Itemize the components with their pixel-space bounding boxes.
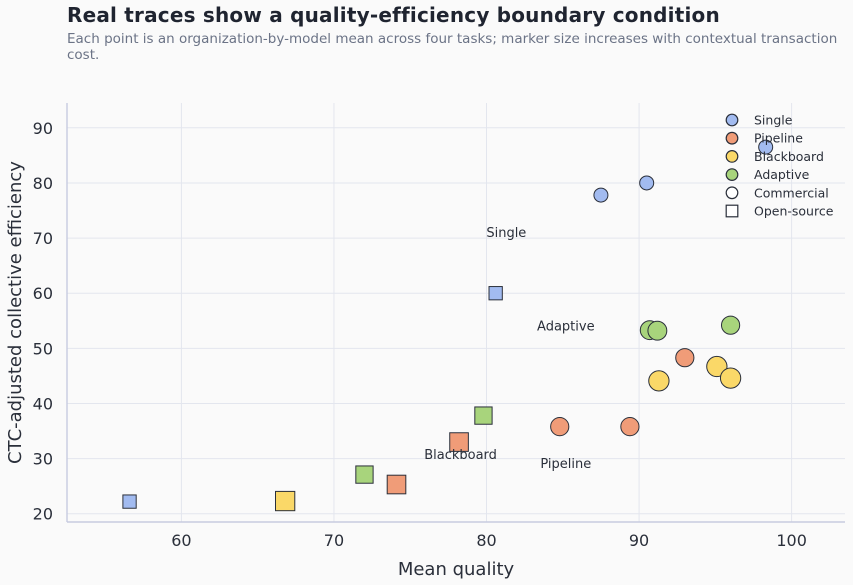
data-point-pipeline <box>550 417 570 437</box>
legend-label: Adaptive <box>754 167 810 182</box>
data-point-single <box>639 175 655 191</box>
y-tick-label: 60 <box>33 284 53 303</box>
data-point-adaptive <box>474 406 493 425</box>
x-tick-label: 90 <box>629 531 649 550</box>
annotation-label: Blackboard <box>424 448 497 463</box>
legend-marker <box>725 149 739 163</box>
legend-marker <box>725 168 739 182</box>
chart-subtitle: Each point is an organization-by-model m… <box>67 31 838 63</box>
y-tick-label: 50 <box>33 339 53 358</box>
x-tick-label: 80 <box>476 531 496 550</box>
legend-label: Pipeline <box>754 131 803 146</box>
data-point-adaptive <box>355 465 374 484</box>
data-point-adaptive <box>720 315 741 335</box>
data-point-pipeline <box>449 432 469 452</box>
annotation-label: Pipeline <box>540 457 591 472</box>
y-tick-label: 20 <box>33 505 53 524</box>
legend-marker <box>725 204 739 218</box>
legend-marker <box>725 113 739 127</box>
data-point-adaptive <box>647 320 668 341</box>
data-points <box>122 139 774 512</box>
x-axis-label: Mean quality <box>398 559 515 580</box>
data-point-single <box>488 286 503 301</box>
data-point-pipeline <box>675 348 695 368</box>
chart-title: Real traces show a quality-efficiency bo… <box>67 3 720 27</box>
legend: Single Pipeline Blackboard Adaptive Commerci… <box>725 113 834 219</box>
data-point-single <box>122 494 137 509</box>
y-tick-label: 80 <box>33 174 53 193</box>
data-point-blackboard <box>648 370 670 392</box>
data-point-blackboard <box>719 367 742 389</box>
data-point-blackboard <box>275 490 296 512</box>
data-point-blackboard <box>706 355 728 378</box>
legend-label: Commercial <box>754 185 829 200</box>
tick-labels: 60 70 80 90 100 20 30 40 50 60 70 80 90 <box>33 119 807 550</box>
legend-marker <box>725 186 739 200</box>
x-tick-label: 70 <box>324 531 344 550</box>
grid-lines <box>67 103 845 522</box>
legend-label: Single <box>754 113 793 128</box>
annotation-label: Single <box>486 226 526 241</box>
x-tick-label: 60 <box>171 531 191 550</box>
axes <box>66 103 845 523</box>
y-tick-label: 90 <box>33 119 53 138</box>
data-point-single <box>593 187 609 203</box>
y-axis-label: CTC-adjusted collective efficiency <box>5 161 26 464</box>
y-tick-label: 40 <box>33 394 53 413</box>
data-point-pipeline <box>386 474 407 495</box>
y-tick-label: 30 <box>33 450 53 469</box>
legend-label: Blackboard <box>754 149 824 164</box>
legend-marker <box>725 131 739 145</box>
data-point-pipeline <box>620 417 640 437</box>
y-tick-label: 70 <box>33 229 53 248</box>
annotations: Single Adaptive Blackboard Pipeline <box>424 226 594 472</box>
x-tick-label: 100 <box>776 531 807 550</box>
legend-label: Open-source <box>754 204 834 219</box>
annotation-label: Adaptive <box>537 320 595 335</box>
data-point-single <box>758 139 774 155</box>
